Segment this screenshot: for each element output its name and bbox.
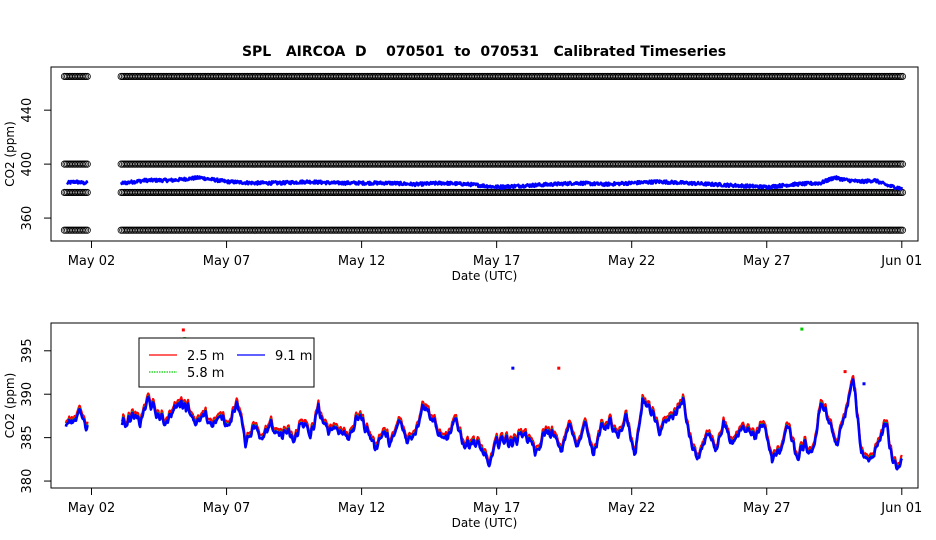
bottom-y-tick-label: 380 — [20, 469, 35, 494]
legend-label: 5.8 m — [187, 366, 224, 381]
top-x-tick-label: Jun 01 — [880, 254, 922, 269]
top-plot-frame — [50, 66, 919, 242]
spike-point — [557, 366, 561, 370]
legend: 2.5 m 9.1 m 5.8 m — [138, 337, 315, 388]
top-x-tick-label: May 22 — [608, 254, 656, 269]
bottom-y-tick-label: 385 — [20, 425, 35, 450]
reference-level-row — [60, 72, 906, 81]
bottom-panel: May 02 May 07 May 12 May 17 May 22 May 27 Jun … — [3, 322, 922, 530]
bottom-x-tick-label: May 12 — [338, 501, 386, 516]
legend-label: 2.5 m — [187, 349, 224, 364]
top-y-tick-label: 400 — [20, 152, 35, 177]
spike-point — [181, 328, 185, 332]
bottom-y-axis-label: CO2 (ppm) — [3, 373, 17, 439]
reference-point — [83, 72, 91, 81]
top-x-axis-label: Date (UTC) — [452, 269, 518, 283]
bottom-x-axis-label: Date (UTC) — [452, 516, 518, 530]
top-y-tick-label: 360 — [20, 206, 35, 231]
top-x-tick-label: May 07 — [203, 254, 251, 269]
chart-title: SPL AIRCOA D 070501 to 070531 Calibrated… — [242, 44, 726, 60]
spike-point — [511, 366, 515, 370]
reference-point — [83, 188, 91, 197]
bottom-plot-frame — [50, 322, 919, 489]
bottom-x-tick-label: May 02 — [68, 501, 116, 516]
legend-box — [138, 337, 315, 388]
reference-level-row — [60, 188, 906, 197]
spike-point — [843, 370, 847, 374]
reference-point — [83, 226, 91, 234]
reference-point — [898, 226, 906, 234]
bottom-x-tick-label: May 22 — [608, 501, 656, 516]
legend-label: 9.1 m — [275, 349, 312, 364]
co2-series-line — [66, 175, 904, 191]
reference-point — [898, 160, 906, 168]
top-panel: May 02 May 07 May 12 May 17 May 22 May 27 Jun … — [3, 66, 922, 283]
reference-point — [898, 72, 906, 81]
top-y-tick-label: 440 — [20, 98, 35, 123]
bottom-x-tick-label: May 17 — [473, 501, 521, 516]
series-line-9-1-m — [64, 378, 904, 471]
bottom-y-tick-label: 390 — [20, 382, 35, 407]
bottom-x-tick-label: May 07 — [203, 501, 251, 516]
reference-level-row — [60, 160, 906, 168]
reference-level-row — [60, 226, 906, 234]
bottom-x-tick-label: Jun 01 — [880, 501, 922, 516]
top-plot-area — [60, 72, 906, 234]
top-y-axis-label: CO2 (ppm) — [3, 121, 17, 187]
top-x-tick-label: May 12 — [338, 254, 386, 269]
top-x-tick-label: May 02 — [68, 254, 116, 269]
top-x-tick-label: May 17 — [473, 254, 521, 269]
bottom-x-tick-label: May 27 — [743, 501, 791, 516]
reference-point — [83, 160, 91, 168]
spike-point — [862, 382, 866, 386]
bottom-y-tick-label: 395 — [20, 338, 35, 363]
top-x-tick-label: May 27 — [743, 254, 791, 269]
spike-point — [800, 327, 804, 331]
